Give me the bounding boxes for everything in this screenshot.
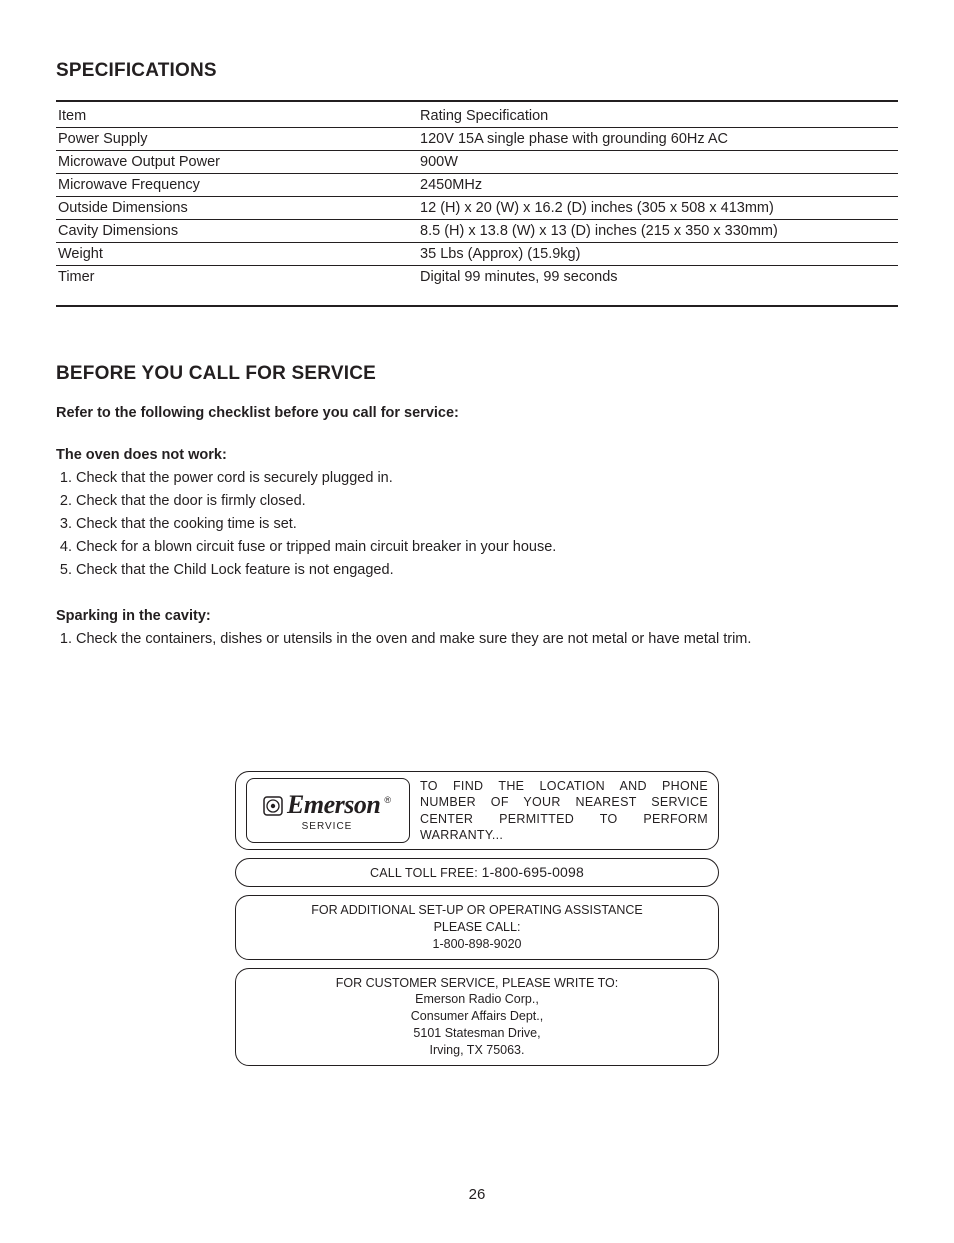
checklist-group2: Check the containers, dishes or utensils… — [56, 628, 898, 651]
customer-service-card: FOR CUSTOMER SERVICE, PLEASE WRITE TO: E… — [235, 968, 719, 1066]
service-top-text: TO FIND THE LOCATION AND PHONE NUMBER OF… — [420, 778, 708, 843]
table-row: Microwave Frequency2450MHz — [56, 174, 898, 197]
assist-line: FOR ADDITIONAL SET-UP OR OPERATING ASSIS… — [248, 902, 706, 919]
cell-item: Microwave Output Power — [56, 151, 418, 174]
toll-free-card: CALL TOLL FREE: 1-800-695-0098 — [235, 858, 719, 887]
list-item: Check that the power cord is securely pl… — [76, 467, 898, 490]
checklist-intro: Refer to the following checklist before … — [56, 405, 898, 421]
target-icon — [263, 796, 283, 816]
table-row: TimerDigital 99 minutes, 99 seconds — [56, 266, 898, 307]
table-header-row: Item Rating Specification — [56, 101, 898, 128]
cs-line: FOR CUSTOMER SERVICE, PLEASE WRITE TO: — [248, 975, 706, 992]
cell-value: 35 Lbs (Approx) (15.9kg) — [418, 243, 898, 266]
list-item: Check that the cooking time is set. — [76, 513, 898, 536]
assist-phone: 1-800-898-9020 — [248, 936, 706, 953]
cs-line: Irving, TX 75063. — [248, 1042, 706, 1059]
table-row: Power Supply120V 15A single phase with g… — [56, 128, 898, 151]
cell-item: Cavity Dimensions — [56, 220, 418, 243]
service-heading: BEFORE YOU CALL FOR SERVICE — [56, 363, 898, 385]
manual-page: SPECIFICATIONS Item Rating Specification… — [0, 0, 954, 1243]
cell-item: Power Supply — [56, 128, 418, 151]
list-item: Check for a blown circuit fuse or trippe… — [76, 536, 898, 559]
cell-item: Outside Dimensions — [56, 197, 418, 220]
col-header-rating: Rating Specification — [418, 101, 898, 128]
table-row: Weight35 Lbs (Approx) (15.9kg) — [56, 243, 898, 266]
specifications-heading: SPECIFICATIONS — [56, 60, 898, 82]
cell-value: 8.5 (H) x 13.8 (W) x 13 (D) inches (215 … — [418, 220, 898, 243]
brand-subtext: SERVICE — [302, 820, 353, 834]
checklist-group1-title: The oven does not work: — [56, 447, 898, 463]
cs-line: 5101 Statesman Drive, — [248, 1025, 706, 1042]
cs-line: Consumer Affairs Dept., — [248, 1008, 706, 1025]
cell-item: Timer — [56, 266, 418, 307]
cell-value: Digital 99 minutes, 99 seconds — [418, 266, 898, 307]
table-row: Microwave Output Power900W — [56, 151, 898, 174]
brand-name: Emerson — [287, 787, 380, 822]
service-brand-card: Emerson ® SERVICE TO FIND THE LOCATION A… — [235, 771, 719, 850]
cell-value: 900W — [418, 151, 898, 174]
page-number: 26 — [56, 1186, 898, 1203]
assistance-card: FOR ADDITIONAL SET-UP OR OPERATING ASSIS… — [235, 895, 719, 960]
checklist-group1: Check that the power cord is securely pl… — [56, 467, 898, 582]
specifications-table: Item Rating Specification Power Supply12… — [56, 100, 898, 307]
cell-value: 2450MHz — [418, 174, 898, 197]
list-item: Check the containers, dishes or utensils… — [76, 628, 898, 651]
registered-mark: ® — [384, 794, 391, 806]
checklist-group2-title: Sparking in the cavity: — [56, 608, 898, 624]
cs-line: Emerson Radio Corp., — [248, 991, 706, 1008]
cell-value: 120V 15A single phase with grounding 60H… — [418, 128, 898, 151]
table-row: Cavity Dimensions8.5 (H) x 13.8 (W) x 13… — [56, 220, 898, 243]
toll-free-label: CALL TOLL FREE: — [370, 866, 482, 880]
cell-value: 12 (H) x 20 (W) x 16.2 (D) inches (305 x… — [418, 197, 898, 220]
cell-item: Weight — [56, 243, 418, 266]
list-item: Check that the Child Lock feature is not… — [76, 559, 898, 582]
list-item: Check that the door is firmly closed. — [76, 490, 898, 513]
brand-logo-box: Emerson ® SERVICE — [246, 778, 410, 843]
col-header-item: Item — [56, 101, 418, 128]
cell-item: Microwave Frequency — [56, 174, 418, 197]
toll-free-number: 1-800-695-0098 — [482, 864, 584, 880]
table-row: Outside Dimensions12 (H) x 20 (W) x 16.2… — [56, 197, 898, 220]
assist-line: PLEASE CALL: — [248, 919, 706, 936]
service-contact-block: Emerson ® SERVICE TO FIND THE LOCATION A… — [235, 771, 719, 1066]
